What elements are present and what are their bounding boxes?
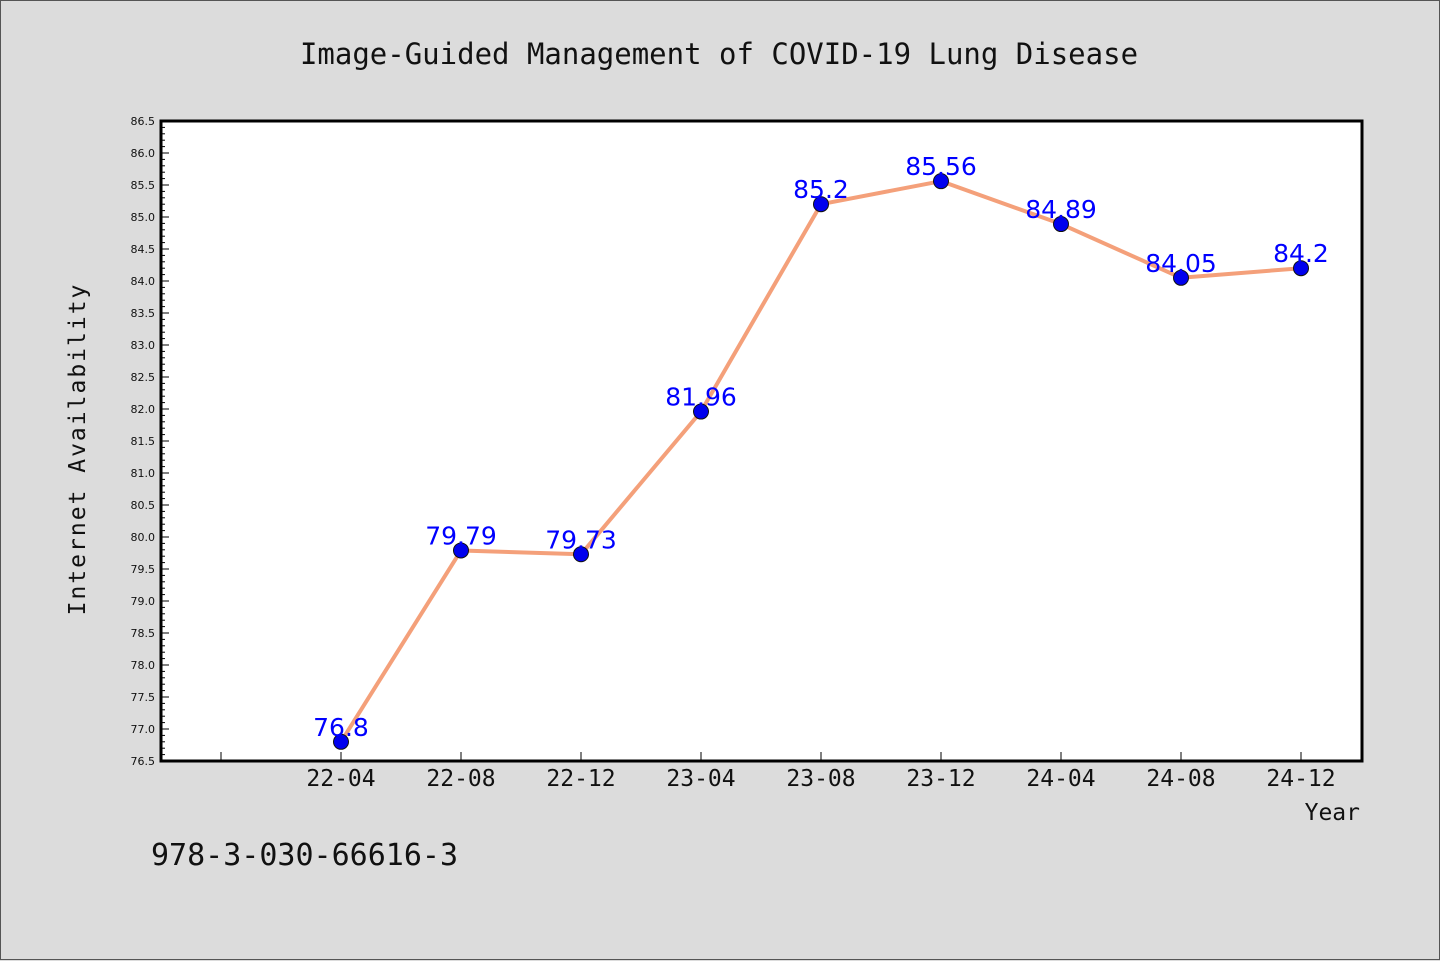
data-point [933,173,949,190]
y-tick-label: 86.5 [131,115,156,128]
y-tick-label: 82.5 [131,371,156,384]
series-layer: 76.8 79.79 79.73 81.96 85.2 85.56 84.89 84.05 84… [313,152,1329,750]
y-tick-label: 79.5 [131,563,156,576]
y-tick-label: 78.0 [131,659,156,672]
data-point [453,542,469,559]
y-tick-label: 76.5 [131,755,156,768]
footer-isbn: 978-3-030-66616-3 [151,838,458,873]
y-tick-label: 81.0 [131,467,156,480]
plot-area [159,119,1364,763]
data-point [693,403,709,420]
y-tick-label: 81.5 [131,435,156,448]
data-label: 85.56 [905,152,977,181]
y-tick-label: 83.5 [131,307,156,320]
y-tick-label: 82.0 [131,403,156,416]
y-tick-label: 79.0 [131,595,156,608]
x-tick-label: 24-08 [1146,766,1215,792]
x-tick-label: 22-04 [306,766,375,792]
data-point [1053,216,1069,233]
y-axis-label: Internet Availability [65,283,91,616]
y-tick-label: 80.0 [131,531,156,544]
y-tick-label: 77.0 [131,723,156,736]
y-tick-label: 77.5 [131,691,156,704]
x-tick-label: 22-08 [426,766,495,792]
y-tick-label: 78.5 [131,627,156,640]
data-label: 84.89 [1025,195,1097,224]
y-axis: 76.5 77.0 77.5 78.0 78.5 79.0 79.5 80.0 80.5 81.0… [131,115,169,768]
data-label: 84.05 [1145,249,1217,278]
x-tick-label: 23-04 [666,766,735,792]
data-label: 76.8 [313,713,369,742]
x-tick-label: 22-12 [546,766,615,792]
x-tick-label: 24-12 [1266,766,1335,792]
data-point [1293,260,1309,277]
y-tick-label: 84.5 [131,243,156,256]
data-point [333,733,349,750]
data-label: 85.2 [793,175,849,204]
data-point [1173,269,1189,286]
x-tick-label: 23-12 [906,766,975,792]
data-label: 84.2 [1273,239,1329,268]
x-axis-label: Year [1305,800,1360,826]
data-point [573,546,589,563]
x-axis: 22-04 22-08 22-12 23-04 23-08 23-12 24-04 24-08… [220,752,1336,792]
data-point [813,196,829,213]
chart-title: Image-Guided Management of COVID-19 Lung… [300,37,1138,71]
data-label: 79.79 [425,521,497,550]
y-tick-label: 83.0 [131,339,156,352]
data-label: 79.73 [545,525,617,554]
y-tick-label: 80.5 [131,499,156,512]
x-tick-label: 23-08 [786,766,855,792]
y-tick-label: 85.5 [131,179,156,192]
y-tick-label: 85.0 [131,211,156,224]
y-tick-label: 84.0 [131,275,156,288]
data-label: 81.96 [665,383,737,412]
x-tick-label: 24-04 [1026,766,1095,792]
y-tick-label: 86.0 [131,147,156,160]
